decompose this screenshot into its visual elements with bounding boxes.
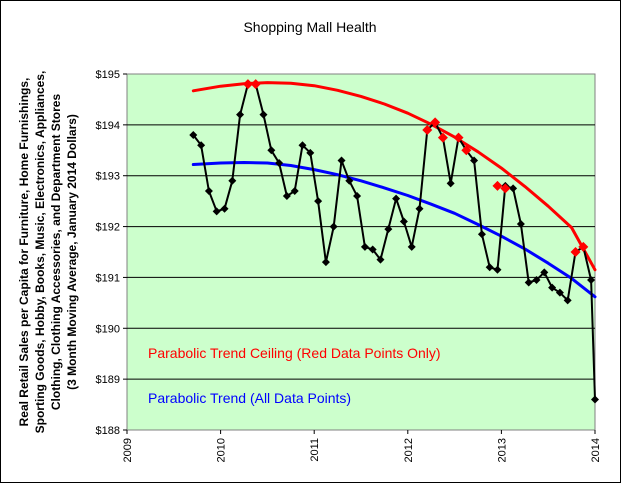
data-point xyxy=(282,192,291,201)
trend-annotation: Parabolic Trend (All Data Points) xyxy=(148,390,351,406)
x-tick-label: 2014 xyxy=(590,438,602,462)
data-point xyxy=(509,184,518,193)
ceiling-points xyxy=(242,79,589,257)
data-point xyxy=(189,131,198,140)
y-tick-label: $189 xyxy=(96,374,120,386)
data-point xyxy=(314,197,323,206)
ceiling-data-point xyxy=(570,247,581,257)
ceiling-data-point xyxy=(578,241,589,252)
trend-curve xyxy=(191,161,597,299)
data-point xyxy=(540,268,549,277)
ceiling-data-point xyxy=(453,132,464,143)
data-point xyxy=(524,278,533,287)
data-point xyxy=(353,192,362,201)
data-point xyxy=(197,141,206,150)
ceiling-data-point xyxy=(430,117,441,128)
y-tick-label: $190 xyxy=(96,323,120,335)
data-point xyxy=(337,156,346,165)
data-point xyxy=(532,275,541,284)
y-tick-label: $188 xyxy=(96,425,120,437)
data-point xyxy=(399,217,408,226)
ceiling-trend-curve xyxy=(191,81,597,272)
data-point xyxy=(321,258,330,267)
y-tick-label: $195 xyxy=(96,69,120,81)
x-tick-label: 2012 xyxy=(403,438,415,462)
y-tick-label: $193 xyxy=(96,171,120,183)
data-point xyxy=(376,255,385,264)
data-point xyxy=(298,141,307,150)
y-tick-label: $194 xyxy=(96,120,120,132)
ceiling-data-point xyxy=(437,132,448,143)
data-point xyxy=(548,283,557,292)
data-point xyxy=(477,230,486,239)
data-point xyxy=(392,194,401,203)
data-point xyxy=(446,179,455,188)
data-point xyxy=(563,296,572,305)
y-tick-label: $191 xyxy=(96,272,120,284)
ceiling-data-point xyxy=(492,180,503,191)
data-point xyxy=(516,220,525,229)
data-point xyxy=(587,275,596,284)
data-point xyxy=(204,186,213,195)
data-point xyxy=(345,176,354,185)
ceiling-data-point xyxy=(422,124,433,135)
x-tick-label: 2009 xyxy=(122,438,134,462)
data-point xyxy=(290,186,299,195)
data-point xyxy=(360,242,369,251)
data-point xyxy=(259,110,268,119)
data-point xyxy=(415,204,424,213)
ceiling-data-point xyxy=(461,145,472,156)
y-axis-label-line-1: Real Retail Sales per Capita for Furnitu… xyxy=(17,78,31,427)
data-point xyxy=(236,110,245,119)
x-tick-label: 2010 xyxy=(216,438,228,462)
data-point xyxy=(485,263,494,272)
plot-area xyxy=(126,73,596,431)
y-axis-label-line-3: Clothing, Clothing Accessories, and Depa… xyxy=(49,94,63,411)
y-tick-label: $192 xyxy=(96,222,120,234)
data-point xyxy=(212,207,221,216)
data-point xyxy=(329,222,338,231)
data-point xyxy=(555,288,564,297)
data-point xyxy=(493,265,502,274)
ceiling-data-point xyxy=(242,79,253,90)
data-point xyxy=(220,204,229,213)
data-point xyxy=(470,156,479,165)
y-axis-label: Real Retail Sales per Capita for Furnitu… xyxy=(17,71,79,434)
data-point xyxy=(228,176,237,185)
y-axis-ticks: $188 $189 $190 $191 $192 $193 $194 $195 xyxy=(96,69,127,437)
data-point xyxy=(267,146,276,155)
x-tick-label: 2011 xyxy=(309,438,321,462)
data-point xyxy=(591,395,599,404)
ceiling-trend-annotation: Parabolic Trend Ceiling (Red Data Points… xyxy=(148,345,441,361)
data-point xyxy=(407,242,416,251)
x-axis-ticks: 2009 2010 2011 2012 2013 2014 xyxy=(122,430,602,462)
gridlines xyxy=(127,124,595,380)
y-axis-label-line-4: (3 Month Moving Average, January 2014 Do… xyxy=(65,114,79,390)
data-point xyxy=(384,225,393,234)
trend-curves xyxy=(191,81,597,299)
data-point xyxy=(306,148,315,157)
ceiling-data-point xyxy=(500,183,511,194)
x-tick-label: 2013 xyxy=(496,438,508,462)
y-axis-label-line-2: Sporting Goods, Hobby, Books, Music, Ele… xyxy=(33,71,47,434)
ceiling-data-point xyxy=(250,79,261,90)
chart-title: Shopping Mall Health xyxy=(243,19,376,35)
data-point xyxy=(275,159,284,167)
data-point xyxy=(368,245,377,254)
